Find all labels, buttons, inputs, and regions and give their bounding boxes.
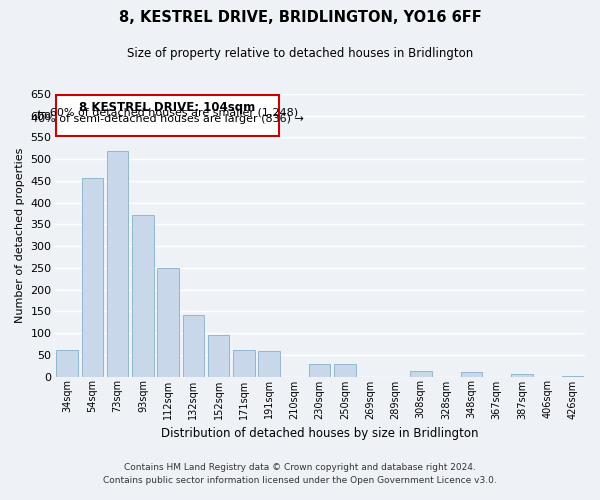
X-axis label: Distribution of detached houses by size in Bridlington: Distribution of detached houses by size … xyxy=(161,427,478,440)
Bar xyxy=(208,335,229,376)
Text: 40% of semi-detached houses are larger (836) →: 40% of semi-detached houses are larger (… xyxy=(31,114,304,124)
Bar xyxy=(309,364,331,376)
Y-axis label: Number of detached properties: Number of detached properties xyxy=(15,148,25,323)
Bar xyxy=(259,352,280,376)
Bar xyxy=(107,150,128,376)
Bar xyxy=(82,178,103,376)
Bar xyxy=(511,374,533,376)
Bar xyxy=(132,215,154,376)
Bar xyxy=(410,372,431,376)
Bar xyxy=(182,315,204,376)
Text: Size of property relative to detached houses in Bridlington: Size of property relative to detached ho… xyxy=(127,48,473,60)
Text: Contains public sector information licensed under the Open Government Licence v3: Contains public sector information licen… xyxy=(103,476,497,485)
Bar xyxy=(334,364,356,376)
Bar xyxy=(56,350,78,376)
Text: ← 60% of detached houses are smaller (1,248): ← 60% of detached houses are smaller (1,… xyxy=(37,108,298,118)
Bar xyxy=(56,95,280,136)
Text: 8 KESTREL DRIVE: 104sqm: 8 KESTREL DRIVE: 104sqm xyxy=(79,100,256,114)
Bar xyxy=(157,268,179,376)
Bar xyxy=(461,372,482,376)
Bar xyxy=(233,350,254,376)
Text: 8, KESTREL DRIVE, BRIDLINGTON, YO16 6FF: 8, KESTREL DRIVE, BRIDLINGTON, YO16 6FF xyxy=(119,10,481,25)
Text: Contains HM Land Registry data © Crown copyright and database right 2024.: Contains HM Land Registry data © Crown c… xyxy=(124,464,476,472)
